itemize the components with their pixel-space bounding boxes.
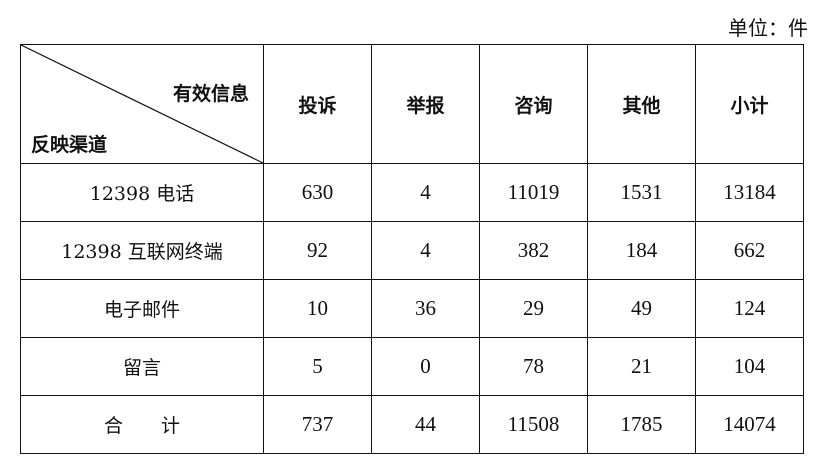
value-cell: 36 [371,279,480,338]
unit-label: 单位：件 [728,16,808,40]
value-cell: 13184 [695,163,804,222]
channel-cell: 电子邮件 [20,279,264,338]
column-header: 投诉 [263,44,372,164]
value-cell: 10 [263,279,372,338]
value-cell: 1531 [587,163,696,222]
column-header: 其他 [587,44,696,164]
table-row: 电子邮件 10 36 29 49 124 [20,279,804,338]
value-cell: 29 [479,279,588,338]
table-row: 12398 电话 630 4 11019 1531 13184 [20,163,804,222]
corner-top-label: 有效信息 [172,83,249,105]
channel-cell: 12398 互联网终端 [20,221,264,280]
value-cell: 0 [371,337,480,396]
value-cell: 11019 [479,163,588,222]
value-cell: 1785 [587,395,696,454]
column-header: 小计 [695,44,804,164]
column-header: 举报 [371,44,480,164]
value-cell: 630 [263,163,372,222]
value-cell: 78 [479,337,588,396]
table-row: 留言 5 0 78 21 104 [20,337,804,396]
channel-cell: 12398 电话 [20,163,264,222]
value-cell: 5 [263,337,372,396]
value-cell: 49 [587,279,696,338]
value-cell: 662 [695,221,804,280]
table-row: 合 计 737 44 11508 1785 14074 [20,395,804,454]
value-cell: 124 [695,279,804,338]
value-cell: 11508 [479,395,588,454]
channel-cell: 合 计 [20,395,264,454]
value-cell: 184 [587,221,696,280]
column-header: 咨询 [479,44,588,164]
value-cell: 4 [371,163,480,222]
diagonal-divider [21,45,263,163]
corner-bottom-label: 反映渠道 [31,134,108,156]
table-row: 12398 互联网终端 92 4 382 184 662 [20,221,804,280]
value-cell: 92 [263,221,372,280]
value-cell: 14074 [695,395,804,454]
value-cell: 104 [695,337,804,396]
value-cell: 4 [371,221,480,280]
complaint-statistics-table: 有效信息 反映渠道 投诉 举报 咨询 其他 小计 12398 电话 630 4 110… [20,44,804,454]
value-cell: 382 [479,221,588,280]
channel-cell: 留言 [20,337,264,396]
value-cell: 21 [587,337,696,396]
value-cell: 737 [263,395,372,454]
corner-header-cell: 有效信息 反映渠道 [20,44,264,164]
header-row: 有效信息 反映渠道 投诉 举报 咨询 其他 小计 [20,44,804,164]
value-cell: 44 [371,395,480,454]
